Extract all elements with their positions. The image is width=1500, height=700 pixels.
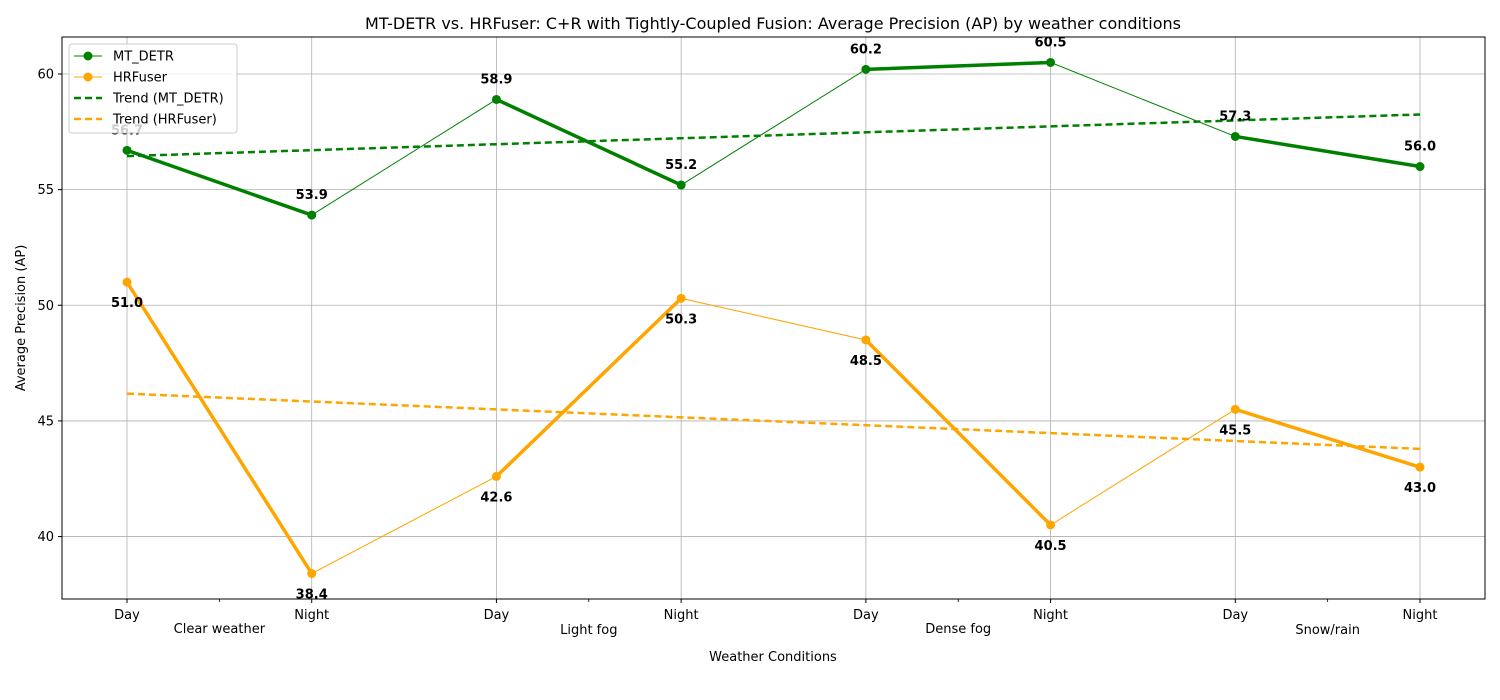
data-point (307, 210, 317, 220)
plot-frame (61, 36, 1486, 600)
data-point (491, 471, 501, 481)
legend-marker (83, 72, 93, 82)
data-point (676, 180, 686, 190)
data-label: 40.5 (1035, 539, 1067, 554)
data-point (1230, 404, 1240, 414)
trend-line (126, 113, 1421, 158)
series-bold-segment (864, 338, 1053, 527)
data-point (1046, 520, 1056, 530)
data-point (1046, 57, 1056, 67)
chart-title: MT-DETR vs. HRFuser: C+R with Tightly-Co… (365, 14, 1181, 33)
series-bold-segment (1233, 407, 1422, 469)
data-label: 48.5 (850, 354, 882, 369)
x-axis-label: Weather Conditions (709, 650, 837, 665)
series-bold-segment (494, 97, 683, 187)
legend-label: HRFuser (113, 71, 168, 86)
data-point (122, 277, 132, 287)
x-tick-label: Day (484, 608, 510, 623)
x-tick-label: Day (114, 608, 140, 623)
x-tick-label: Day (1222, 608, 1248, 623)
data-label: 43.0 (1404, 481, 1436, 496)
data-label: 51.0 (111, 296, 143, 311)
series-bold-segment (1233, 134, 1422, 169)
grid-lines (62, 37, 1485, 599)
x-group-label: Dense fog (925, 622, 991, 637)
data-label: 55.2 (665, 158, 697, 173)
data-point (122, 145, 132, 155)
data-series (122, 57, 1425, 579)
x-tick-label: Night (1403, 608, 1438, 623)
series-bold-segment (864, 60, 1053, 72)
data-label: 50.3 (665, 312, 697, 327)
x-tick-label: Night (294, 608, 329, 623)
x-group-label: Snow/rain (1295, 623, 1360, 638)
y-tick-label: 55 (37, 183, 54, 198)
series-bold-segment (125, 280, 314, 576)
legend-label: Trend (HRFuser) (112, 113, 217, 128)
data-point (491, 94, 501, 104)
data-point (1230, 131, 1240, 141)
legend-marker (83, 51, 93, 61)
data-point (1415, 462, 1425, 472)
y-tick-label: 45 (37, 414, 54, 429)
axes: 40 45 50 55 60 Day Night Day Night Day Night Day Nig… (37, 68, 1437, 638)
series-line (126, 281, 1421, 575)
data-label: 60.5 (1035, 35, 1067, 50)
legend-label: Trend (MT_DETR) (112, 92, 224, 107)
legend-box (68, 43, 238, 134)
data-label: 42.6 (480, 490, 512, 505)
x-tick-label: Night (1033, 608, 1068, 623)
trend-lines (126, 113, 1421, 451)
data-point (861, 64, 871, 74)
x-tick-label: Night (664, 608, 699, 623)
x-tick-label: Day (853, 608, 879, 623)
data-label: 53.9 (296, 188, 328, 203)
x-group-label: Light fog (560, 623, 617, 638)
data-label: 57.3 (1219, 109, 1251, 124)
data-label: 56.0 (1404, 140, 1436, 155)
data-point (676, 293, 686, 303)
data-point (1415, 162, 1425, 172)
data-point (861, 335, 871, 345)
y-tick-label: 60 (37, 68, 54, 83)
series-line (126, 61, 1421, 216)
trend-line (126, 392, 1421, 451)
data-label: 45.5 (1219, 423, 1251, 438)
legend: MT_DETR HRFuser Trend (MT_DETR) Trend (HRFu… (68, 43, 238, 134)
data-label: 58.9 (480, 72, 512, 87)
y-tick-label: 50 (37, 299, 54, 314)
data-label: 60.2 (850, 42, 882, 57)
x-group-label: Clear weather (174, 622, 266, 637)
data-point (307, 569, 317, 579)
y-axis-label: Average Precision (AP) (14, 245, 29, 392)
series-bold-segment (125, 148, 314, 217)
y-tick-label: 40 (37, 530, 54, 545)
series-bold-segment (494, 296, 683, 479)
legend-label: MT_DETR (113, 50, 174, 65)
